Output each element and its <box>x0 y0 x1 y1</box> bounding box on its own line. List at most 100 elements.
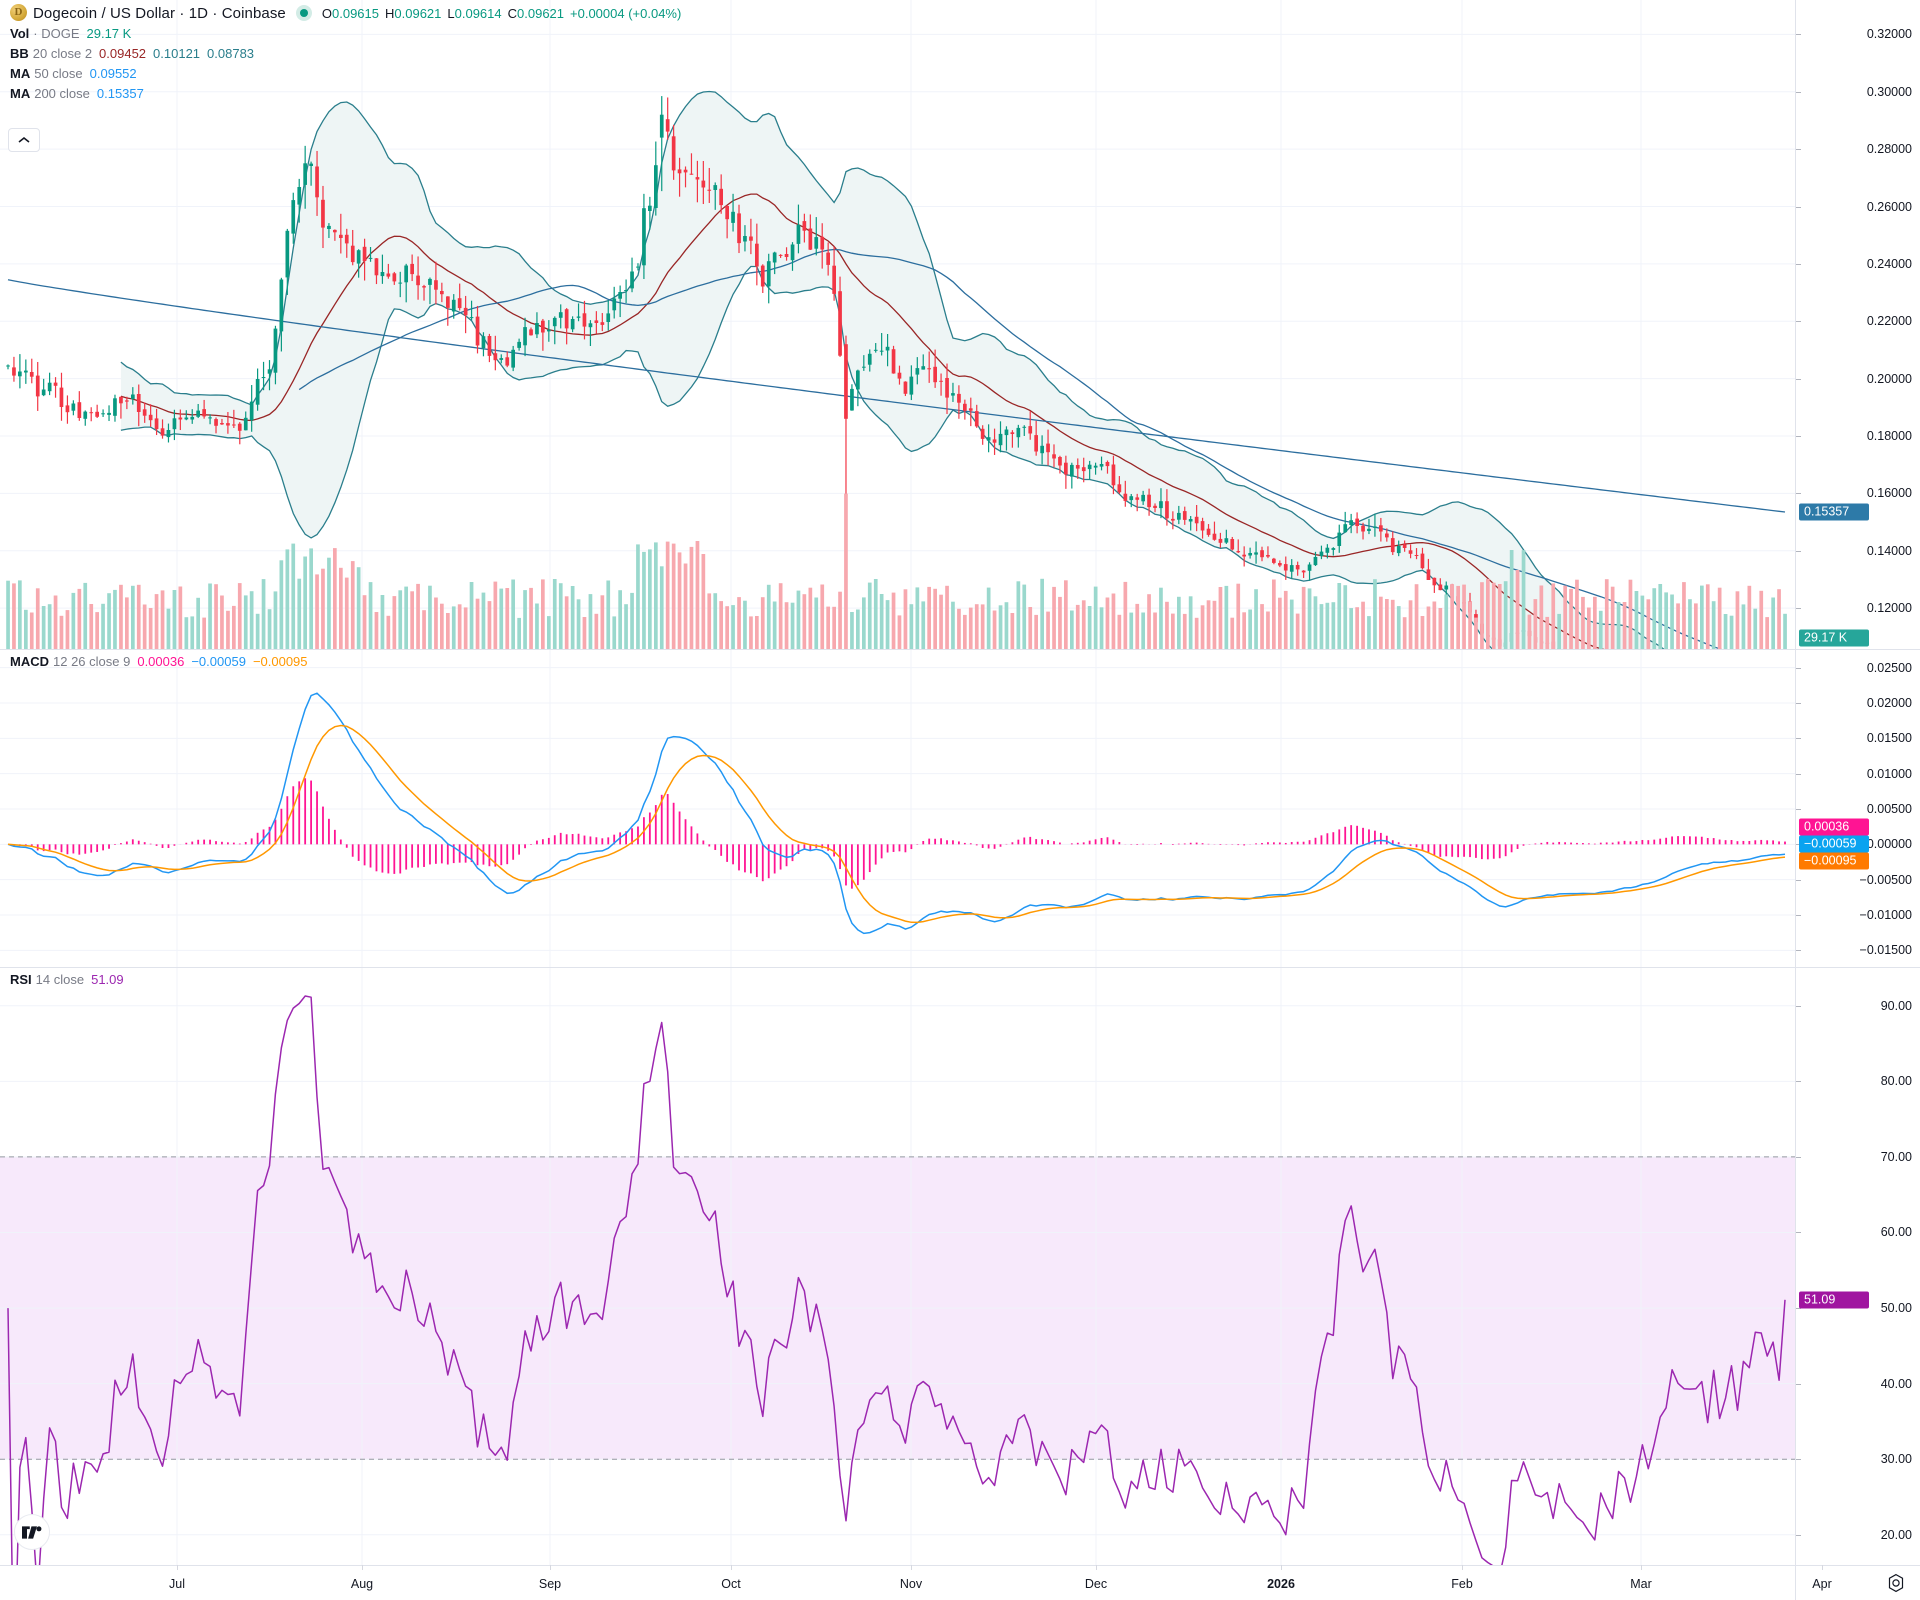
pane-divider-macd-rsi[interactable] <box>0 967 1920 968</box>
bb-legend-name: BB <box>10 46 29 61</box>
axis-separator <box>1795 0 1796 1600</box>
macd-axis[interactable]: 0.02500 0.02000 0.01500 0.01000 0.00500 0.000… <box>1795 650 1920 968</box>
tradingview-logo[interactable] <box>14 1514 50 1550</box>
price-axis-label: 0.32000 <box>1866 27 1912 42</box>
collapse-legend-button[interactable] <box>8 128 40 152</box>
tradingview-logo-icon <box>22 1525 42 1539</box>
price-axis-tick <box>1795 550 1801 552</box>
macd-value-macd: −0.00059 <box>191 654 246 669</box>
macd-axis-label: 0.00000 <box>1866 837 1912 852</box>
macd-legend-name: MACD <box>10 654 49 669</box>
macd-axis-label: 0.01500 <box>1866 731 1912 746</box>
rsi-axis-label: 30.00 <box>1880 1452 1912 1467</box>
timezone-clock-button[interactable] <box>1886 1573 1906 1593</box>
timezone-clock-icon <box>1888 1573 1904 1593</box>
macd-axis-tick <box>1795 809 1801 810</box>
rsi-axis-tick <box>1795 1383 1801 1385</box>
price-axis-label: 0.12000 <box>1866 601 1912 616</box>
rsi-axis-label: 60.00 <box>1880 1225 1912 1240</box>
macd-value-hist: 0.00036 <box>137 654 185 669</box>
time-axis-separator <box>0 1565 1920 1566</box>
volume-legend-value: 29.17 K <box>86 26 132 41</box>
price-plot-area[interactable] <box>0 0 1795 650</box>
rsi-legend[interactable]: RSI 14 close 51.09 <box>10 970 124 990</box>
time-axis-tick <box>1462 1565 1463 1570</box>
ma200-legend-params: 200 close <box>34 86 90 101</box>
time-axis-label: Feb <box>1451 1577 1473 1591</box>
symbol-row[interactable]: Dogecoin / US Dollar · 1D · Coinbase O0.0… <box>10 3 682 23</box>
macd-badge[interactable]: 0.00036 <box>1799 818 1869 836</box>
price-chart-canvas <box>0 0 1795 650</box>
ma50-legend[interactable]: MA 50 close 0.09552 <box>10 64 681 83</box>
rsi-axis-tick <box>1795 1005 1801 1007</box>
price-axis-tick <box>1795 149 1801 151</box>
macd-axis-tick <box>1795 773 1801 775</box>
time-axis-label: 2026 <box>1267 1577 1295 1591</box>
rsi-axis-label: 20.00 <box>1880 1527 1912 1542</box>
price-axis-label: 0.18000 <box>1866 429 1912 443</box>
macd-axis-tick <box>1795 915 1801 916</box>
price-axis-tick <box>1795 34 1801 36</box>
macd-axis-label: 0.01000 <box>1866 766 1912 781</box>
rsi-axis[interactable]: 90.00 80.00 70.00 60.00 50.00 40.00 30.00 20.00… <box>1795 968 1920 1565</box>
ma200-legend-name: MA <box>10 86 31 101</box>
time-axis[interactable]: Jul Aug Sep Oct Nov Dec 2026 Feb Mar Apr <box>0 1565 1920 1600</box>
macd-axis-tick <box>1795 738 1801 740</box>
price-axis-tick <box>1795 608 1801 610</box>
macd-axis-tick <box>1795 844 1801 846</box>
time-axis-label: Dec <box>1084 1577 1108 1591</box>
time-axis-tick <box>731 1565 732 1570</box>
bb-legend[interactable]: BB 20 close 2 0.09452 0.10121 0.08783 <box>10 44 681 63</box>
time-axis-label: Aug <box>350 1577 374 1591</box>
rsi-legend-name: RSI <box>10 972 32 987</box>
rsi-legend-params: 14 close <box>35 972 85 987</box>
rsi-axis-label: 70.00 <box>1880 1149 1912 1164</box>
ohlc-change: +0.00004 (+0.04%) <box>570 6 682 21</box>
price-axis-label: 0.28000 <box>1866 142 1912 157</box>
macd-plot-area[interactable] <box>0 650 1795 968</box>
macd-axis-label: 0.02500 <box>1866 660 1912 675</box>
price-axis-label: 0.16000 <box>1866 486 1912 501</box>
price-badge[interactable]: 0.15357 <box>1799 503 1869 521</box>
price-axis-tick <box>1795 206 1801 208</box>
rsi-badge[interactable]: 51.09 <box>1799 1291 1869 1309</box>
pane-divider-price-macd[interactable] <box>0 649 1920 650</box>
price-pane[interactable]: 0.32000 0.30000 0.28000 0.26000 0.24000 0.220… <box>0 0 1920 650</box>
macd-axis-label: 0.00500 <box>1866 802 1912 816</box>
price-axis-tick <box>1795 263 1801 265</box>
rsi-axis-label: 40.00 <box>1880 1376 1912 1391</box>
time-axis-tick <box>362 1565 363 1570</box>
macd-badge[interactable]: −0.00059 <box>1799 835 1869 853</box>
symbol-title[interactable]: Dogecoin / US Dollar · 1D · Coinbase <box>33 5 286 22</box>
volume-legend-params: · DOGE <box>33 26 80 41</box>
price-axis-tick <box>1795 493 1801 495</box>
time-axis-tick <box>1096 1565 1097 1570</box>
rsi-pane[interactable]: 90.00 80.00 70.00 60.00 50.00 40.00 30.00 20.00… <box>0 968 1920 1565</box>
macd-axis-label: −0.01000 <box>1859 908 1912 922</box>
time-axis-tick <box>1641 1565 1642 1570</box>
volume-badge[interactable]: 29.17 K <box>1799 629 1869 647</box>
ma200-legend[interactable]: MA 200 close 0.15357 <box>10 84 681 103</box>
ma200-legend-value: 0.15357 <box>96 86 144 101</box>
price-axis[interactable]: 0.32000 0.30000 0.28000 0.26000 0.24000 0.220… <box>1795 0 1920 650</box>
macd-axis-tick <box>1795 950 1801 952</box>
macd-axis-label: −0.01500 <box>1859 943 1912 958</box>
time-axis-label: Mar <box>1630 1577 1652 1591</box>
macd-legend[interactable]: MACD 12 26 close 9 0.00036 −0.00059 −0.00095 <box>10 652 308 672</box>
time-axis-label: Nov <box>899 1577 923 1591</box>
macd-axis-tick <box>1795 703 1801 704</box>
rsi-plot-area[interactable] <box>0 968 1795 1565</box>
rsi-chart-canvas <box>0 968 1795 1565</box>
macd-badge[interactable]: −0.00095 <box>1799 852 1869 870</box>
price-axis-label: 0.22000 <box>1866 314 1912 329</box>
time-axis-label: Sep <box>538 1577 562 1591</box>
ma50-legend-params: 50 close <box>34 66 83 81</box>
rsi-axis-tick <box>1795 1156 1801 1158</box>
ma50-legend-value: 0.09552 <box>89 66 137 81</box>
macd-axis-label: 0.02000 <box>1866 696 1912 710</box>
bb-value-upper: 0.10121 <box>153 46 201 61</box>
ohlc-low: L0.09614 <box>447 6 502 21</box>
macd-chart-canvas <box>0 650 1795 968</box>
volume-legend[interactable]: Vol · DOGE 29.17 K <box>10 24 681 43</box>
macd-pane[interactable]: 0.02500 0.02000 0.01500 0.01000 0.00500 0.000… <box>0 650 1920 968</box>
